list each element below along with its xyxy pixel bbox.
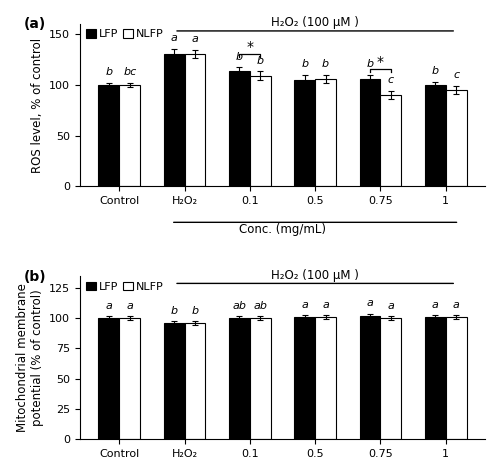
Text: b: b	[301, 59, 308, 69]
Y-axis label: Mitochondrial membrane
potential (% of control): Mitochondrial membrane potential (% of c…	[16, 283, 44, 432]
Bar	[446, 90, 466, 186]
Bar	[250, 318, 270, 439]
Text: a: a	[192, 34, 198, 44]
Text: a: a	[170, 34, 177, 43]
Text: bc: bc	[123, 67, 136, 77]
Text: b: b	[366, 59, 374, 69]
Text: b: b	[236, 51, 243, 62]
Bar	[184, 323, 206, 439]
X-axis label: Conc. (mg/mL): Conc. (mg/mL)	[239, 223, 326, 236]
Bar	[446, 317, 466, 439]
Text: b: b	[322, 59, 329, 69]
Text: a: a	[322, 300, 329, 310]
Bar	[98, 318, 119, 439]
Text: c: c	[453, 70, 459, 80]
Text: c: c	[388, 75, 394, 85]
Text: a: a	[452, 300, 460, 310]
Bar	[294, 317, 315, 439]
Text: a: a	[432, 300, 438, 310]
Text: a: a	[366, 298, 374, 308]
Bar	[360, 78, 380, 186]
Bar	[229, 318, 250, 439]
Bar	[98, 84, 119, 186]
Bar	[380, 95, 402, 186]
Text: a: a	[302, 300, 308, 310]
Text: *: *	[377, 55, 384, 69]
Bar	[184, 54, 206, 186]
Text: H₂O₂ (100 μM ): H₂O₂ (100 μM )	[271, 269, 359, 282]
Text: a: a	[126, 301, 133, 311]
Text: (b): (b)	[24, 270, 46, 284]
Bar	[164, 323, 184, 439]
Text: ab: ab	[232, 301, 246, 311]
Bar	[380, 318, 402, 439]
Text: a: a	[388, 301, 394, 311]
Bar	[315, 317, 336, 439]
Bar	[164, 54, 184, 186]
Text: b: b	[256, 56, 264, 66]
Bar	[120, 84, 140, 186]
Bar	[250, 76, 270, 186]
Y-axis label: ROS level, % of control: ROS level, % of control	[30, 37, 44, 173]
Text: (a): (a)	[24, 17, 46, 31]
Text: H₂O₂ (100 μM ): H₂O₂ (100 μM )	[271, 17, 359, 29]
Bar	[360, 316, 380, 439]
Legend: LFP, NLFP: LFP, NLFP	[86, 282, 164, 292]
Text: a: a	[106, 301, 112, 311]
Bar	[294, 80, 315, 186]
Text: ab: ab	[254, 301, 268, 311]
Bar	[425, 84, 446, 186]
Legend: LFP, NLFP: LFP, NLFP	[86, 29, 164, 39]
Text: b: b	[170, 305, 177, 316]
Text: b: b	[192, 305, 198, 316]
Text: b: b	[106, 67, 112, 77]
Bar	[229, 71, 250, 186]
Bar	[120, 318, 140, 439]
Bar	[425, 317, 446, 439]
Text: *: *	[246, 40, 254, 54]
Bar	[315, 78, 336, 186]
Text: b: b	[432, 66, 439, 76]
